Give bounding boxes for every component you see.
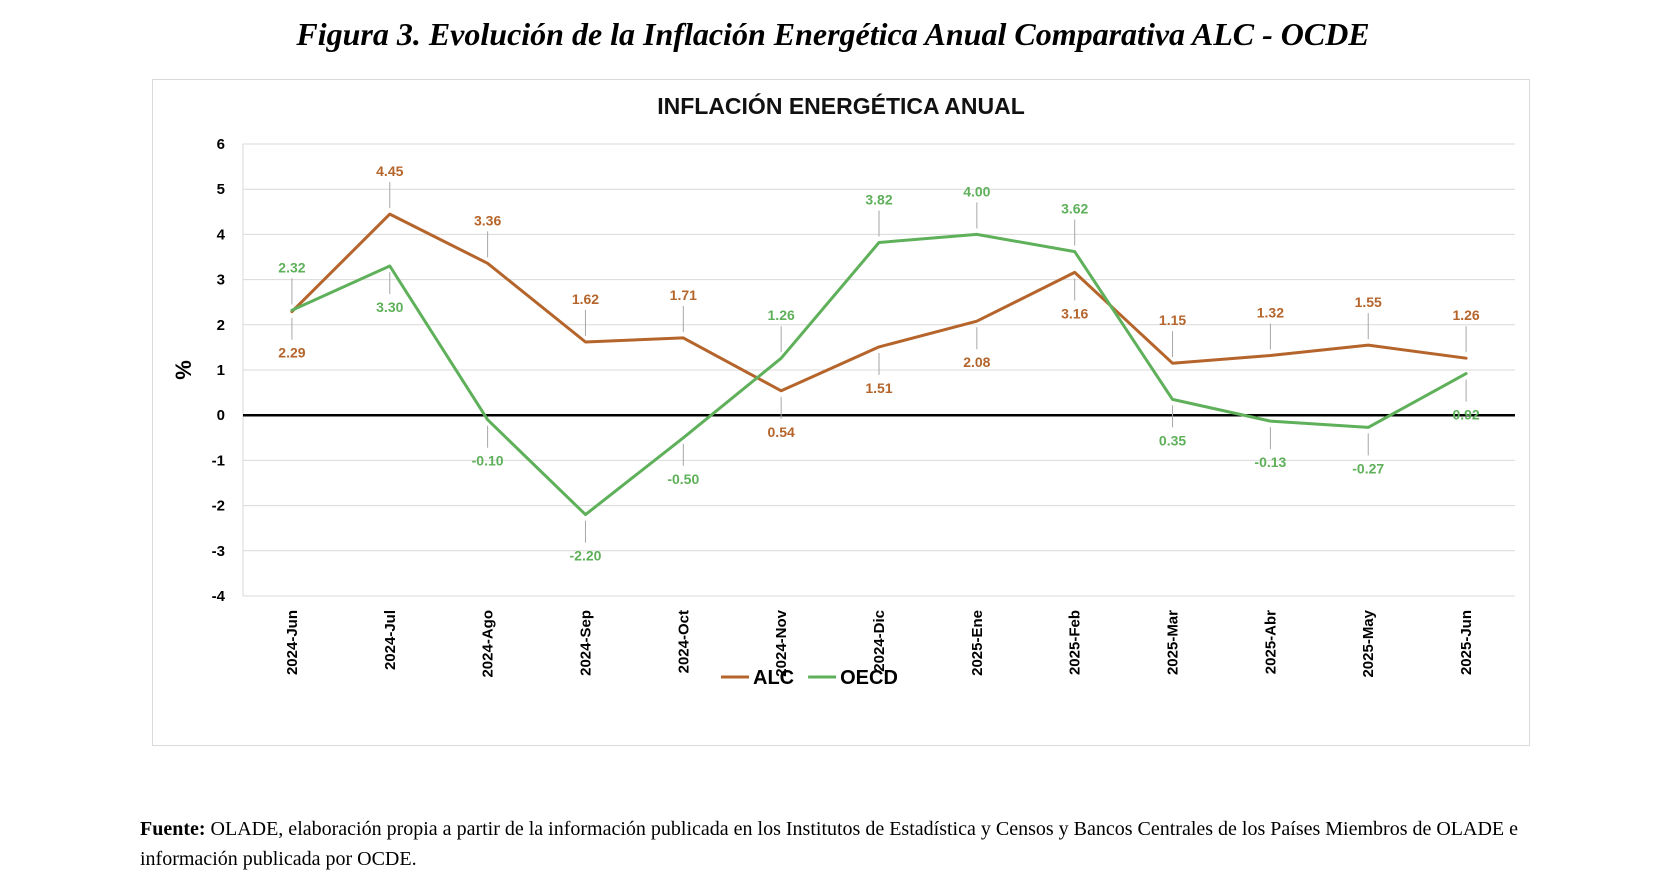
y-tick-label: 5	[217, 181, 225, 198]
series-line-oecd	[290, 232, 1468, 517]
y-tick-label: 4	[217, 226, 226, 243]
x-tick-label: 2025-Mar	[1165, 610, 1182, 675]
data-label-alc: 1.55	[1355, 294, 1382, 310]
y-tick-label: 0	[217, 407, 225, 424]
y-axis-label: %	[171, 360, 196, 380]
y-tick-label: 2	[217, 317, 225, 334]
y-tick-label: 1	[217, 362, 225, 379]
y-tick-label: -3	[212, 543, 225, 560]
data-label-oecd: -0.27	[1352, 460, 1384, 476]
x-tick-label: 2025-Feb	[1067, 610, 1084, 675]
figure-title: Figura 3. Evolución de la Inflación Ener…	[296, 16, 1370, 52]
data-label-oecd: 2.32	[278, 259, 305, 275]
y-tick-label: 3	[217, 272, 225, 289]
x-tick-label: 2024-Nov	[773, 609, 790, 676]
series-line-alc	[290, 212, 1468, 393]
source-label: Fuente:	[140, 818, 206, 840]
data-label-alc: 1.51	[865, 380, 892, 396]
x-tick-label: 2024-Sep	[577, 610, 594, 676]
y-tick-label: 6	[217, 136, 225, 153]
source-note: Fuente: OLADE, elaboración propia a part…	[140, 814, 1540, 874]
x-tick-label: 2024-Oct	[675, 610, 692, 673]
chart-frame: INFLACIÓN ENERGÉTICA ANUAL 6 5 4 3 2 1 0 -1 -2 -3…	[152, 79, 1530, 746]
legend-label-oecd: OECD	[840, 667, 898, 689]
chart-title: INFLACIÓN ENERGÉTICA ANUAL	[657, 92, 1025, 119]
legend: ALC OECD	[721, 667, 898, 689]
y-tick-label: -2	[212, 498, 225, 515]
x-tick-label: 2025-Abr	[1262, 610, 1279, 674]
data-label-oecd: -2.20	[570, 548, 602, 564]
axes: 6 5 4 3 2 1 0 -1 -2 -3 -4% 2024-Jun 2024-Jul 2024-Ago…	[171, 136, 1515, 678]
data-label-alc: 1.32	[1257, 305, 1284, 321]
y-tick-label: -1	[212, 452, 225, 469]
data-label-alc: 0.54	[768, 424, 795, 440]
data-label-alc: 2.29	[278, 345, 305, 361]
data-label-alc: 1.71	[670, 287, 697, 303]
x-tick-label: 2024-Ago	[480, 610, 497, 678]
data-label-oecd: 1.26	[768, 307, 795, 323]
data-labels: 2.29 4.45 3.36 1.62 1.71 0.54 1.51 2.08 3.16 1.15…	[278, 163, 1480, 564]
data-label-alc: 1.26	[1452, 307, 1479, 323]
data-label-alc: 2.08	[963, 354, 990, 370]
data-label-oecd: 0.92	[1452, 407, 1479, 423]
data-label-oecd: 3.82	[865, 192, 892, 208]
y-tick-label: -4	[212, 588, 226, 605]
data-label-oecd: 4.00	[963, 183, 990, 199]
data-label-alc: 1.15	[1159, 312, 1186, 328]
data-label-oecd: -0.50	[667, 471, 699, 487]
x-tick-label: 2025-Jun	[1458, 610, 1475, 675]
data-label-alc: 3.36	[474, 212, 501, 228]
x-tick-label: 2024-Jul	[382, 610, 399, 670]
data-label-alc: 1.62	[572, 291, 599, 307]
x-tick-label: 2025-May	[1360, 609, 1377, 677]
data-label-alc: 3.16	[1061, 305, 1088, 321]
x-tick-label: 2025-Ene	[969, 610, 986, 676]
data-label-oecd: 3.30	[376, 299, 403, 315]
series-lines	[290, 212, 1468, 517]
source-text: OLADE, elaboración propia a partir de la…	[140, 818, 1518, 870]
x-tick-label: 2024-Dic	[871, 610, 888, 672]
line-chart: INFLACIÓN ENERGÉTICA ANUAL 6 5 4 3 2 1 0 -1 -2 -3…	[171, 92, 1515, 689]
legend-label-alc: ALC	[753, 667, 794, 689]
x-tick-label: 2024-Jun	[284, 610, 301, 675]
data-label-oecd: -0.10	[472, 453, 504, 469]
data-label-oecd: 0.35	[1159, 432, 1186, 448]
data-label-alc: 4.45	[376, 163, 403, 179]
data-label-oecd: 3.62	[1061, 201, 1088, 217]
data-label-oecd: -0.13	[1254, 454, 1286, 470]
